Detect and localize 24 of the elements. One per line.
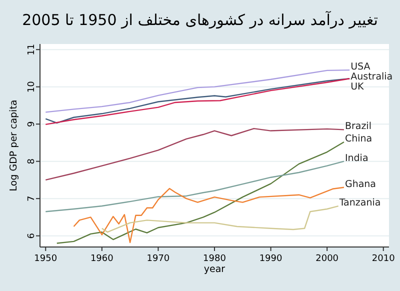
x-tick-label: 1980 [203,254,226,264]
x-tick-label: 2000 [316,254,339,264]
x-tick-label: 2010 [372,254,396,264]
series-label: China [344,133,372,144]
series-label: UK [350,82,365,93]
y-tick-label: 9 [27,120,37,127]
x-tick-label: 1990 [259,254,283,264]
series-label: Australia [350,72,393,83]
series-label: USA [350,62,371,73]
y-tick-label: 11 [27,44,37,56]
x-tick-label: 1970 [146,254,170,264]
y-tick-label: 10 [27,80,37,93]
x-axis-title: year [204,264,226,275]
y-tick-label: 7 [27,196,37,202]
x-tick-label: 1950 [34,254,58,264]
y-axis-title: Log GDP per capita [8,100,20,192]
series-label: Brazil [344,121,372,132]
y-tick-label: 8 [27,158,37,164]
series-label: Tanzania [338,198,381,209]
series-label: Ghana [344,178,376,190]
x-tick-label: 1960 [90,254,114,264]
series-label: India [344,152,368,164]
chart-title: تغییر درآمد سرانه در کشورهای مختلف از 1950 تا 2005 [22,10,378,29]
y-tick-label: 6 [27,232,37,239]
